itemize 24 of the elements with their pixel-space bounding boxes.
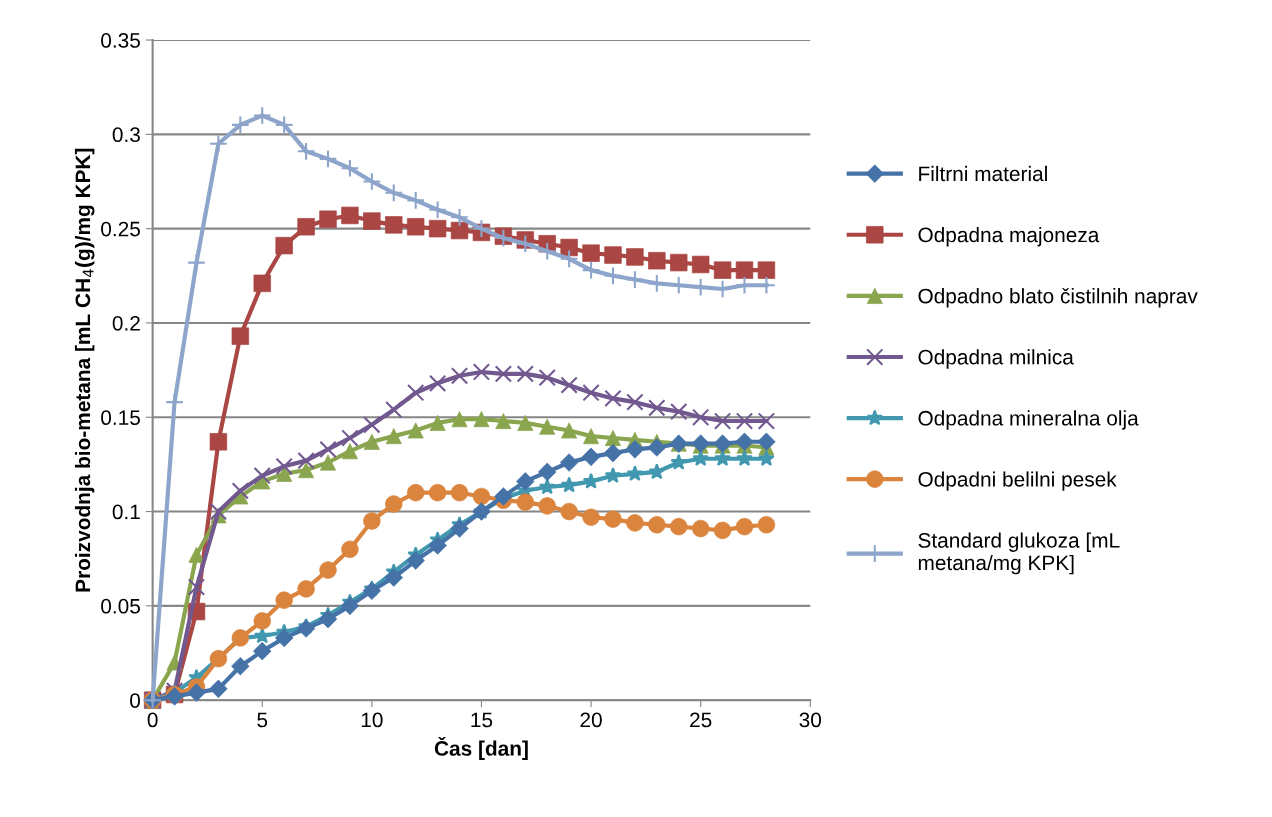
- x-tick-label: 25: [690, 712, 712, 728]
- legend-label: Odpadno blato čistilnih naprav: [918, 288, 1198, 308]
- legend-label: Odpadni belilni pesek: [918, 471, 1117, 491]
- legend-label: Odpadna mineralna olja: [918, 410, 1139, 430]
- y-tick-label: 0.2: [112, 315, 140, 331]
- y-tick-label: 0.35: [101, 33, 140, 48]
- y-tick-label: 0.15: [101, 410, 140, 426]
- x-tick-label: 15: [471, 712, 493, 728]
- x-tick-label: 20: [580, 712, 602, 728]
- x-tick-label: 5: [257, 712, 268, 728]
- y-tick-label: 0.25: [101, 221, 140, 237]
- y-tick-label: 0.05: [101, 598, 140, 614]
- x-axis-title: Čas [dan]: [434, 736, 528, 760]
- legend-label: Filtrni material: [919, 165, 1047, 182]
- y-tick-label: 0.3: [112, 127, 140, 143]
- x-tick-label: 30: [799, 712, 822, 728]
- legend-label: Odpadna majoneza: [918, 226, 1100, 247]
- x-tick-label: 0: [147, 712, 158, 728]
- y-tick-label: 0.1: [112, 504, 140, 520]
- legend-label: Odpadna milnica: [918, 349, 1074, 369]
- legend-label: Standard glukoza [mL metana/mg KPK]: [918, 532, 1120, 575]
- x-tick-label: 10: [361, 712, 383, 728]
- y-tick-label: 0: [130, 693, 141, 708]
- y-axis-title: Proizvodnja bio-metana [mL CH$_{4}$(g)/mg KPK]: [74, 148, 95, 592]
